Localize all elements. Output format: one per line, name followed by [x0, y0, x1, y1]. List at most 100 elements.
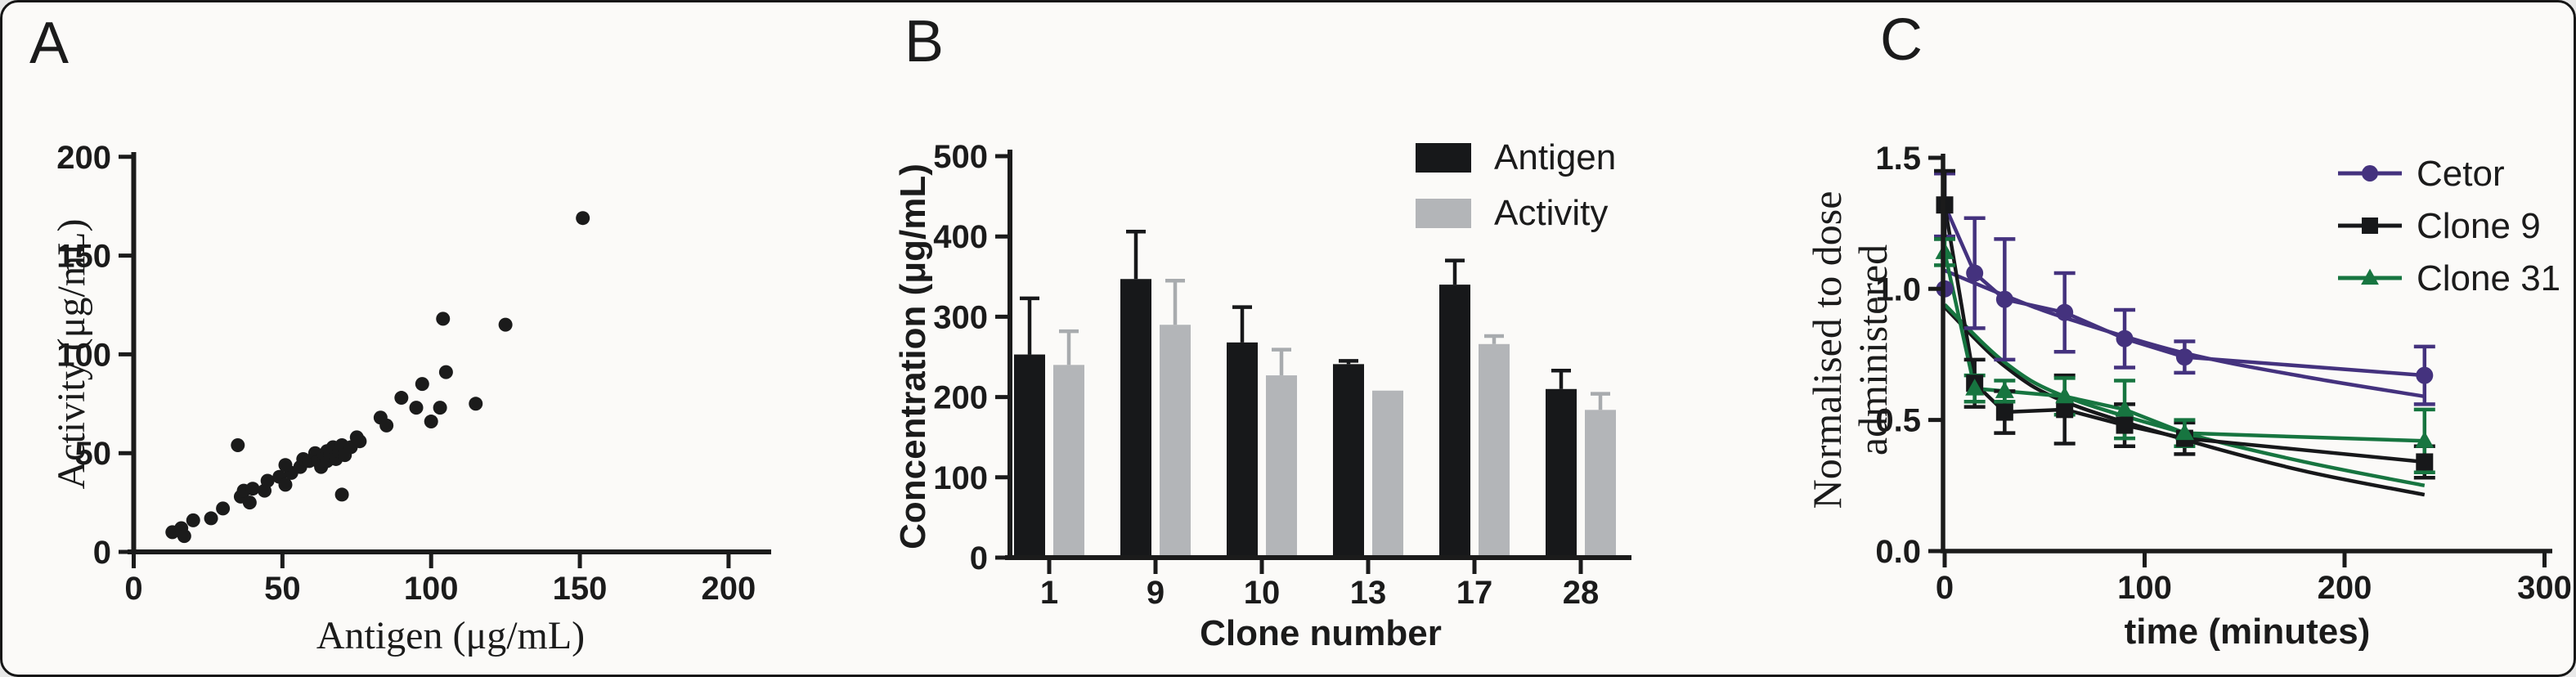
scatter-point: [177, 529, 191, 544]
bar-antigen-clone-1: [1014, 354, 1045, 558]
bar-antigen-clone-28: [1546, 388, 1577, 558]
y-tick-label: 0.0: [1875, 534, 1921, 570]
x-tick-label: 10: [1244, 575, 1281, 611]
x-tick-label: 13: [1350, 575, 1387, 611]
data-point-marker: [1966, 264, 1984, 282]
error-bar-activity-clone-17: [1484, 334, 1504, 344]
tick-labels: 0 100 200 300 400 500 1 9 10 13 17 28: [933, 139, 1599, 611]
x-tick-label: 200: [702, 571, 756, 607]
data-point-marker: [1995, 381, 2014, 398]
bar-activity-clone-17: [1479, 343, 1510, 558]
error-bar-antigen-clone-9: [1126, 230, 1146, 280]
error-bar-antigen-clone-1: [1020, 296, 1039, 355]
legend-marker-clone-31: [2361, 268, 2379, 285]
scatter-point: [424, 415, 438, 429]
legend-swatch-activity: [1416, 199, 1471, 228]
legend-label-antigen: Antigen: [1494, 137, 1616, 177]
data-point-marker: [2055, 386, 2075, 404]
bar-antigen-clone-9: [1120, 279, 1151, 558]
error-bar-activity-clone-10: [1272, 347, 1291, 376]
y-tick-label: 150: [56, 239, 111, 275]
legend-marker-cetor: [2362, 165, 2378, 182]
x-tick-label: 150: [553, 571, 608, 607]
legend-swatch-antigen: [1416, 143, 1471, 173]
x-tick-label: 0: [1936, 570, 1954, 606]
legend-label-activity: Activity: [1494, 193, 1608, 233]
scatter-point: [436, 312, 451, 326]
x-tick-label: 9: [1147, 575, 1165, 611]
data-point-marker: [1995, 290, 2013, 308]
x-tick-label: 1: [1040, 575, 1058, 611]
data-point-marker: [2056, 401, 2074, 419]
y-tick-label: 50: [75, 436, 112, 472]
bar-activity-clone-13: [1372, 390, 1403, 558]
scatter-point: [204, 511, 218, 526]
scatter-point: [576, 211, 590, 226]
error-bar-antigen-clone-28: [1551, 368, 1571, 389]
x-tick-label: 50: [264, 571, 301, 607]
data-point-marker: [2416, 453, 2434, 471]
scatter-point: [334, 487, 349, 502]
bar-antigen-clone-17: [1439, 285, 1470, 558]
y-tick-label: 400: [933, 219, 988, 255]
y-tick-label: 100: [56, 337, 111, 373]
legend-label-clone-9: Clone 9: [2417, 206, 2541, 246]
scatter-point: [352, 434, 367, 449]
data-point-marker: [2115, 399, 2134, 417]
bar-activity-clone-1: [1053, 365, 1084, 558]
y-axis-title-line1: Normalised to dose: [1804, 191, 1850, 509]
scatter-point: [231, 438, 245, 453]
y-tick-label: 300: [933, 299, 988, 335]
markers-cetor: [1936, 196, 2434, 384]
bar-antigen-clone-10: [1227, 342, 1258, 558]
scatter-points: [165, 211, 590, 544]
bar-antigen-clone-13: [1333, 364, 1364, 558]
scatter-point: [245, 482, 260, 496]
scatter-point: [498, 317, 513, 332]
axes: [1941, 154, 2552, 554]
legend-label-clone-31: Clone 31: [2417, 258, 2560, 298]
bar-chart-clone-concentration: 0 100 200 300 400 500 1 9 10 13 17 28 Clone number Co…: [893, 137, 1631, 653]
axis-ticks: [119, 155, 731, 568]
scatter-point: [415, 377, 429, 392]
y-tick-label: 0.5: [1875, 403, 1921, 439]
error-bar-antigen-clone-17: [1445, 258, 1465, 285]
scatter-point: [438, 365, 453, 379]
legend: Antigen Activity: [1416, 137, 1616, 233]
x-tick-label: 0: [124, 571, 142, 607]
bar-activity-clone-10: [1266, 375, 1297, 558]
data-point-marker: [2056, 303, 2074, 321]
data-point-marker: [2116, 416, 2134, 434]
scatter-point: [394, 391, 409, 406]
legend: Cetor Clone 9 Clone 31: [2338, 154, 2560, 298]
x-tick-label: 100: [2117, 570, 2172, 606]
x-tick-label: 300: [2517, 570, 2572, 606]
error-bar-activity-clone-28: [1591, 392, 1610, 410]
y-axis-title: Concentration (μg/mL): [893, 164, 933, 549]
x-tick-label: 28: [1563, 575, 1600, 611]
y-tick-label: 1.0: [1875, 271, 1921, 307]
data-point-marker: [2416, 366, 2434, 384]
tick-labels: 0.0 0.5 1.0 1.5 0 100 200 300: [1875, 141, 2571, 606]
markers-clone-31: [1935, 242, 2435, 448]
axes: [1005, 150, 1631, 560]
panel-label-a: A: [29, 11, 70, 76]
y-tick-label: 500: [933, 139, 988, 175]
scatter-point: [260, 473, 275, 488]
y-tick-label: 0: [970, 540, 988, 576]
axis-ticks: [1928, 155, 2547, 567]
panel-label-b: B: [904, 9, 945, 74]
scatter-point: [242, 495, 257, 510]
line-chart-pharmacokinetics: 0.0 0.5 1.0 1.5 0 100 200 300 time (minutes) Norm…: [1804, 141, 2572, 652]
bar-activity-clone-28: [1585, 410, 1616, 558]
y-tick-label: 100: [933, 460, 988, 496]
scatter-point: [278, 458, 293, 473]
legend-label-cetor: Cetor: [2417, 154, 2505, 194]
y-axis-title: Activity (μg/mL): [50, 218, 93, 489]
scatter-point: [469, 397, 483, 411]
data-point-marker: [2415, 431, 2435, 448]
error-bars: [1020, 230, 1610, 410]
axes: [128, 152, 771, 554]
fit-curve-clone-9: [1943, 306, 2426, 497]
